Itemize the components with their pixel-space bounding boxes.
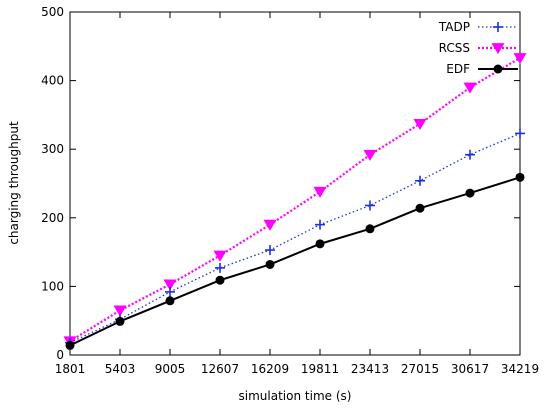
point-edf xyxy=(416,204,425,213)
point-edf xyxy=(366,224,375,233)
x-tick-label: 19811 xyxy=(301,362,339,376)
x-tick-label: 27015 xyxy=(401,362,439,376)
point-edf xyxy=(166,296,175,305)
x-tick-label: 1801 xyxy=(55,362,86,376)
y-tick-label: 300 xyxy=(41,142,64,156)
x-axis-label: simulation time (s) xyxy=(239,389,352,403)
legend-label-tadp: TADP xyxy=(438,20,470,34)
y-tick-label: 500 xyxy=(41,5,64,19)
point-edf xyxy=(466,189,475,198)
y-tick-label: 0 xyxy=(56,348,64,362)
x-tick-label: 5403 xyxy=(105,362,136,376)
legend-marker-edf xyxy=(494,65,503,74)
x-tick-label: 30617 xyxy=(451,362,489,376)
x-tick-label: 34219 xyxy=(501,362,539,376)
y-tick-label: 100 xyxy=(41,279,64,293)
point-edf xyxy=(116,317,125,326)
y-axis-label: charging throughput xyxy=(7,121,21,245)
point-edf xyxy=(266,260,275,269)
y-tick-label: 200 xyxy=(41,211,64,225)
point-edf xyxy=(216,276,225,285)
point-edf xyxy=(316,239,325,248)
y-tick-label: 400 xyxy=(41,74,64,88)
point-edf xyxy=(66,341,75,350)
x-tick-label: 12607 xyxy=(201,362,239,376)
point-edf xyxy=(516,173,525,182)
x-tick-label: 23413 xyxy=(351,362,389,376)
legend-label-rcss: RCSS xyxy=(439,41,470,55)
legend-label-edf: EDF xyxy=(446,62,470,76)
x-tick-label: 9005 xyxy=(155,362,186,376)
x-tick-label: 16209 xyxy=(251,362,289,376)
